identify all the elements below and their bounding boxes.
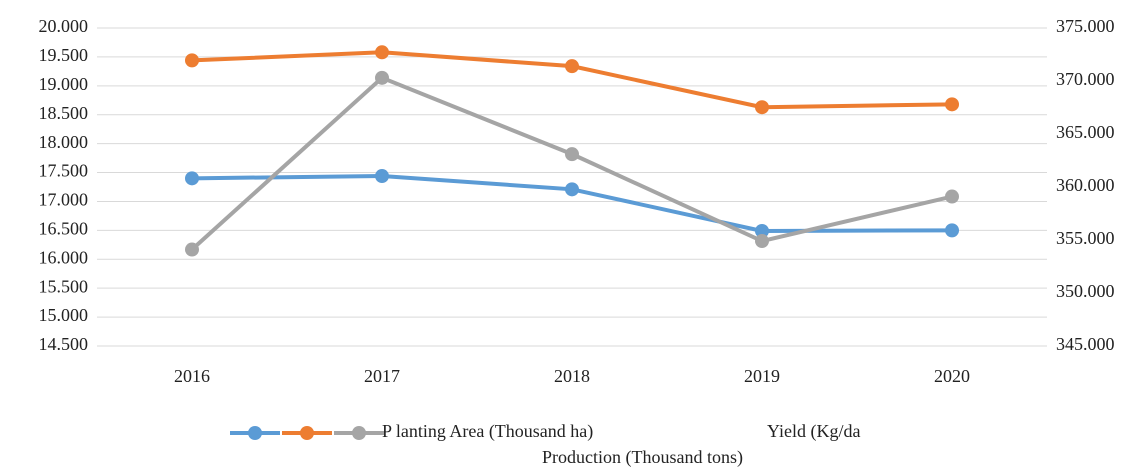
y-tick-label: 19.000: [39, 74, 89, 94]
point: [185, 53, 199, 68]
point: [755, 234, 769, 249]
y-tick-label: 16.500: [39, 218, 89, 238]
y-tick-label: 17.000: [39, 190, 89, 210]
point: [945, 97, 959, 112]
point: [375, 169, 389, 184]
y-tick-label: 14.500: [39, 334, 89, 354]
series-line: [190, 75, 953, 252]
legend-label: P lanting Area (Thousand ha): [382, 421, 593, 442]
legend-label: Yield (Kg/da: [767, 421, 860, 442]
y-tick-label: 15.500: [39, 276, 89, 296]
y2-tick-label: 365.000: [1056, 122, 1115, 142]
x-tick-label: 2018: [554, 366, 590, 386]
point: [945, 223, 959, 238]
point: [185, 171, 199, 186]
point: [945, 189, 959, 204]
y2-tick-label: 375.000: [1056, 16, 1115, 36]
legend-label: Production (Thousand tons): [542, 447, 743, 468]
y-tick-label: 18.000: [39, 132, 89, 152]
y2-tick-label: 360.000: [1056, 175, 1115, 195]
x-tick-label: 2017: [364, 366, 400, 386]
x-tick-label: 2020: [934, 366, 970, 386]
point: [375, 70, 389, 85]
point: [565, 59, 579, 74]
point: [565, 182, 579, 197]
legend-marker: [248, 426, 262, 440]
y-tick-label: 17.500: [39, 161, 89, 181]
y2-tick-label: 345.000: [1056, 334, 1115, 354]
y-tick-label: 16.000: [39, 247, 89, 267]
y2-tick-label: 350.000: [1056, 281, 1115, 301]
y-tick-label: 20.000: [39, 16, 89, 36]
point: [755, 223, 769, 238]
point: [375, 45, 389, 60]
point: [755, 100, 769, 115]
y2-tick-label: 355.000: [1056, 228, 1115, 248]
point: [185, 242, 199, 257]
point: [565, 147, 579, 162]
y-tick-label: 15.000: [39, 305, 89, 325]
x-tick-label: 2019: [744, 366, 780, 386]
legend-marker: [300, 426, 314, 440]
x-tick-label: 2016: [174, 366, 210, 386]
y-tick-label: 18.500: [39, 103, 89, 123]
y2-tick-label: 370.000: [1056, 69, 1115, 89]
y-tick-label: 19.500: [39, 45, 89, 65]
legend-marker: [352, 426, 366, 440]
